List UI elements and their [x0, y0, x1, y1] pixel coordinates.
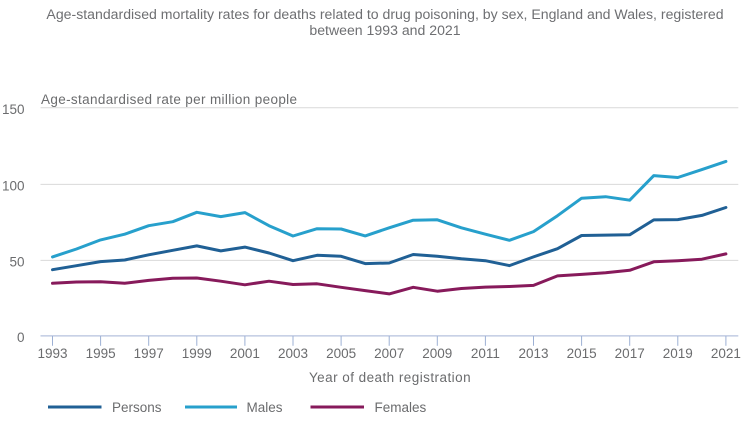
svg-text:2011: 2011 — [471, 346, 500, 361]
svg-text:2007: 2007 — [374, 346, 404, 361]
svg-text:1997: 1997 — [134, 346, 164, 361]
svg-text:1993: 1993 — [37, 346, 67, 361]
svg-text:2009: 2009 — [422, 346, 452, 361]
svg-text:0: 0 — [17, 330, 25, 345]
svg-text:2013: 2013 — [518, 346, 548, 361]
svg-text:Persons: Persons — [112, 400, 162, 415]
svg-text:2003: 2003 — [278, 346, 308, 361]
svg-text:2019: 2019 — [663, 346, 693, 361]
svg-text:1999: 1999 — [182, 346, 212, 361]
svg-text:150: 150 — [2, 102, 25, 117]
svg-text:Males: Males — [247, 400, 283, 415]
svg-text:Year of death registration: Year of death registration — [309, 370, 471, 385]
svg-text:2021: 2021 — [711, 346, 741, 361]
svg-text:1995: 1995 — [86, 346, 116, 361]
svg-text:2015: 2015 — [567, 346, 597, 361]
svg-text:2005: 2005 — [326, 346, 356, 361]
svg-text:Females: Females — [375, 400, 427, 415]
svg-text:Age-standardised rate per mill: Age-standardised rate per million people — [41, 92, 297, 107]
svg-text:2001: 2001 — [230, 346, 260, 361]
svg-text:50: 50 — [9, 255, 24, 270]
svg-text:100: 100 — [2, 179, 25, 194]
svg-text:2017: 2017 — [615, 346, 645, 361]
